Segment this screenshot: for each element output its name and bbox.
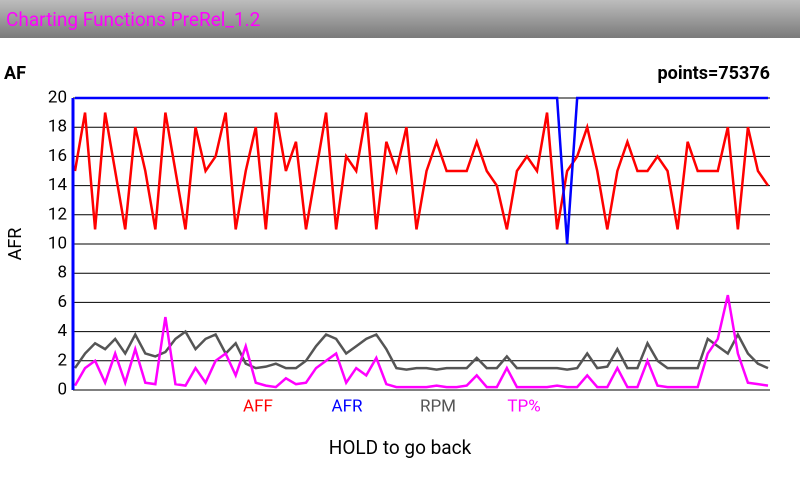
y-axis-label: AFR: [5, 228, 26, 261]
y-tick-label: 12: [48, 204, 67, 224]
legend-entry: TP%: [507, 396, 540, 416]
footer-hint: HOLD to go back: [329, 436, 472, 459]
y-tick-label: 2: [57, 350, 67, 370]
header-right: points=75376: [658, 63, 770, 84]
chart[interactable]: AF points=75376 HOLD to go back AFR 0 2 4 6…: [0, 38, 800, 480]
series-line: [75, 96, 768, 245]
header-left: AF: [4, 63, 26, 84]
y-tick-label: 14: [48, 175, 68, 195]
app-title: Charting Functions PreRel_1.2: [6, 8, 261, 31]
y-tick-label: 18: [48, 117, 67, 137]
series-line: [73, 112, 770, 230]
legend-entry: RPM: [420, 396, 456, 416]
y-tick-label: 6: [57, 292, 67, 312]
legend-entry: AFR: [332, 396, 363, 416]
y-tick-label: 16: [48, 146, 67, 166]
series-line: [73, 329, 769, 371]
y-tick-label: 8: [57, 263, 67, 283]
title-bar: Charting Functions PreRel_1.2: [0, 0, 800, 38]
y-tick-label: 20: [48, 87, 67, 107]
y-tick-label: 10: [48, 233, 67, 253]
series-line: [73, 294, 769, 389]
legend-entry: AFF: [243, 396, 273, 416]
y-tick-label: 4: [57, 321, 67, 341]
y-tick-label: 0: [57, 379, 67, 399]
